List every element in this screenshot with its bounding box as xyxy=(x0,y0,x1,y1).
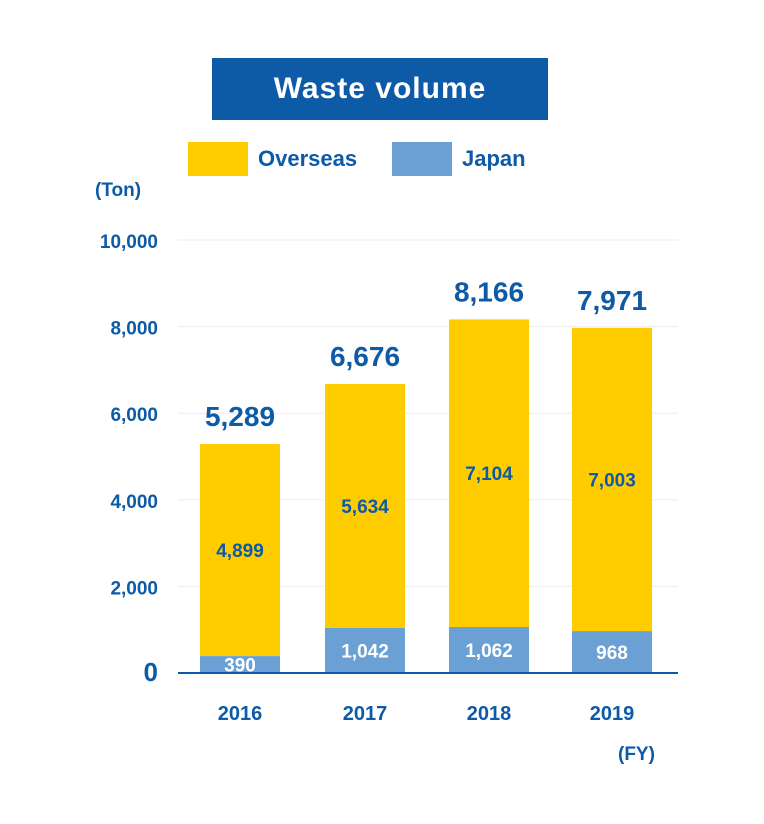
data-label-japan: 1,042 xyxy=(341,641,389,662)
legend-swatch-overseas xyxy=(188,142,248,176)
x-unit-label: (FY) xyxy=(618,744,655,765)
x-tick-label: 2018 xyxy=(467,703,512,725)
total-label: 7,971 xyxy=(577,285,647,316)
bar-overseas xyxy=(449,319,529,628)
axes: 0 2,000 4,000 6,000 8,000 10,000 2016 2017 2018 2… xyxy=(100,232,678,725)
total-label: 6,676 xyxy=(330,341,400,372)
data-labels: 390 4,899 5,289 1,042 5,634 6,676 1,062 7,104 8,… xyxy=(205,276,647,676)
bar-japan xyxy=(325,627,405,673)
bar-overseas xyxy=(200,443,280,657)
bar-overseas xyxy=(325,383,405,628)
bar-japan xyxy=(572,631,652,673)
data-label-overseas: 7,003 xyxy=(588,470,636,491)
y-tick-label: 0 xyxy=(144,657,158,687)
x-tick-label: 2016 xyxy=(218,703,263,725)
legend-label-japan: Japan xyxy=(462,146,526,171)
total-label: 5,289 xyxy=(205,401,275,432)
legend-label-overseas: Overseas xyxy=(258,146,358,171)
y-tick-label: 8,000 xyxy=(110,319,158,340)
x-tick-label: 2017 xyxy=(343,703,388,725)
bars xyxy=(200,319,652,673)
y-unit-label: (Ton) xyxy=(95,180,142,201)
data-label-overseas: 7,104 xyxy=(465,464,513,485)
y-tick-label: 10,000 xyxy=(100,232,158,253)
y-tick-label: 4,000 xyxy=(110,492,158,513)
data-label-japan: 1,062 xyxy=(465,641,513,662)
legend-item-overseas: Overseas xyxy=(188,142,357,176)
data-label-overseas: 4,899 xyxy=(216,541,264,562)
legend-swatch-japan xyxy=(392,142,452,176)
chart-title: Waste volume xyxy=(212,58,548,120)
total-label: 8,166 xyxy=(454,276,524,307)
x-tick-label: 2019 xyxy=(590,703,635,725)
bar-overseas xyxy=(572,327,652,632)
bar-japan xyxy=(200,656,280,673)
data-label-overseas: 5,634 xyxy=(341,497,389,518)
bar-japan xyxy=(449,627,529,673)
data-label-japan: 390 xyxy=(224,656,256,677)
y-tick-label: 6,000 xyxy=(110,405,158,426)
data-label-japan: 968 xyxy=(596,643,628,664)
y-tick-label: 2,000 xyxy=(110,578,158,599)
legend-item-japan: Japan xyxy=(392,142,526,176)
